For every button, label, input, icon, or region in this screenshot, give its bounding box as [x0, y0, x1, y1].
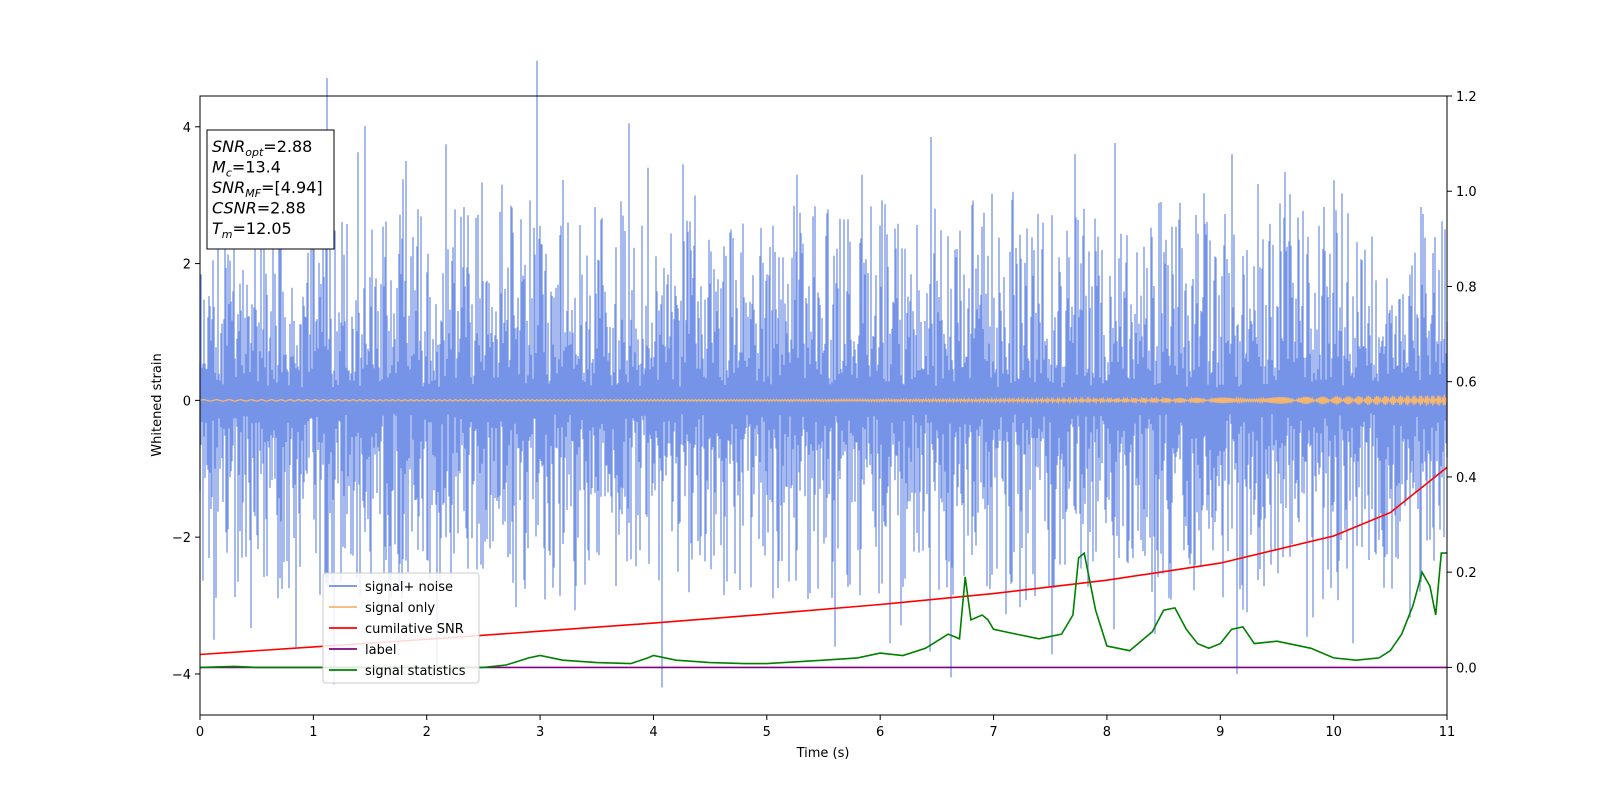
legend-label: label [365, 643, 396, 658]
y-tick-label: 2 [183, 258, 191, 273]
y2-tick-label: 0.4 [1456, 471, 1477, 486]
annotation-frame [206, 129, 335, 250]
x-tick-label: 0 [196, 725, 204, 740]
legend: signal+ noise signal only cumilative SNR la… [322, 572, 480, 684]
x-tick-label: 6 [876, 725, 884, 740]
x-tick-label: 10 [1325, 725, 1342, 740]
x-tick-label: 11 [1439, 725, 1456, 740]
annotation-box: SNRopt=2.88Mc=13.4SNRMF=[4.94]CSNR=2.88T… [206, 129, 335, 250]
legend-frame [322, 572, 480, 684]
plot-frame [199, 95, 1448, 716]
series-layer [199, 60, 1448, 688]
y-axis-label: Whitened strain [150, 353, 165, 456]
x-axis-label: Time (s) [796, 746, 850, 761]
legend-label: signal statistics [365, 664, 466, 679]
y2-tick-label: 0.0 [1456, 661, 1477, 676]
y2-tick-label: 1.0 [1456, 185, 1477, 200]
y-tick-label: 4 [183, 121, 191, 136]
y2-tick-label: 1.2 [1456, 90, 1477, 105]
x-tick-label: 3 [536, 725, 544, 740]
legend-label: cumilative SNR [365, 622, 464, 637]
annotation-line: Tm=12.05 [212, 219, 292, 241]
x-tick-label: 1 [309, 725, 317, 740]
series-signal-only [199, 394, 1448, 406]
annotation-line: SNRMF=[4.94] [212, 178, 323, 200]
y2-tick-label: 0.8 [1456, 280, 1477, 295]
x-tick-label: 2 [423, 725, 431, 740]
y-tick-label: −2 [172, 531, 191, 546]
axes-layer: 0 1 2 3 4 5 6 7 8 9 10 11 −4 −2 0 2 4 0.0 0.2 0.4 0.6 0.8 1.0 1… [172, 90, 1477, 740]
y-tick-label: 0 [183, 394, 191, 409]
x-tick-label: 9 [1216, 725, 1224, 740]
y-tick-label: −4 [172, 668, 191, 683]
annotation-line: Mc=13.4 [212, 158, 281, 180]
legend-label: signal+ noise [365, 580, 453, 595]
annotation-line: CSNR=2.88 [212, 199, 306, 218]
y2-tick-label: 0.2 [1456, 566, 1477, 581]
x-tick-label: 8 [1103, 725, 1111, 740]
x-tick-label: 7 [989, 725, 997, 740]
x-tick-label: 4 [649, 725, 657, 740]
y2-tick-label: 0.6 [1456, 376, 1477, 391]
legend-label: signal only [365, 601, 435, 616]
x-tick-label: 5 [763, 725, 771, 740]
annotation-line: SNRopt=2.88 [212, 137, 312, 159]
series-signal-statistics [199, 551, 1447, 669]
